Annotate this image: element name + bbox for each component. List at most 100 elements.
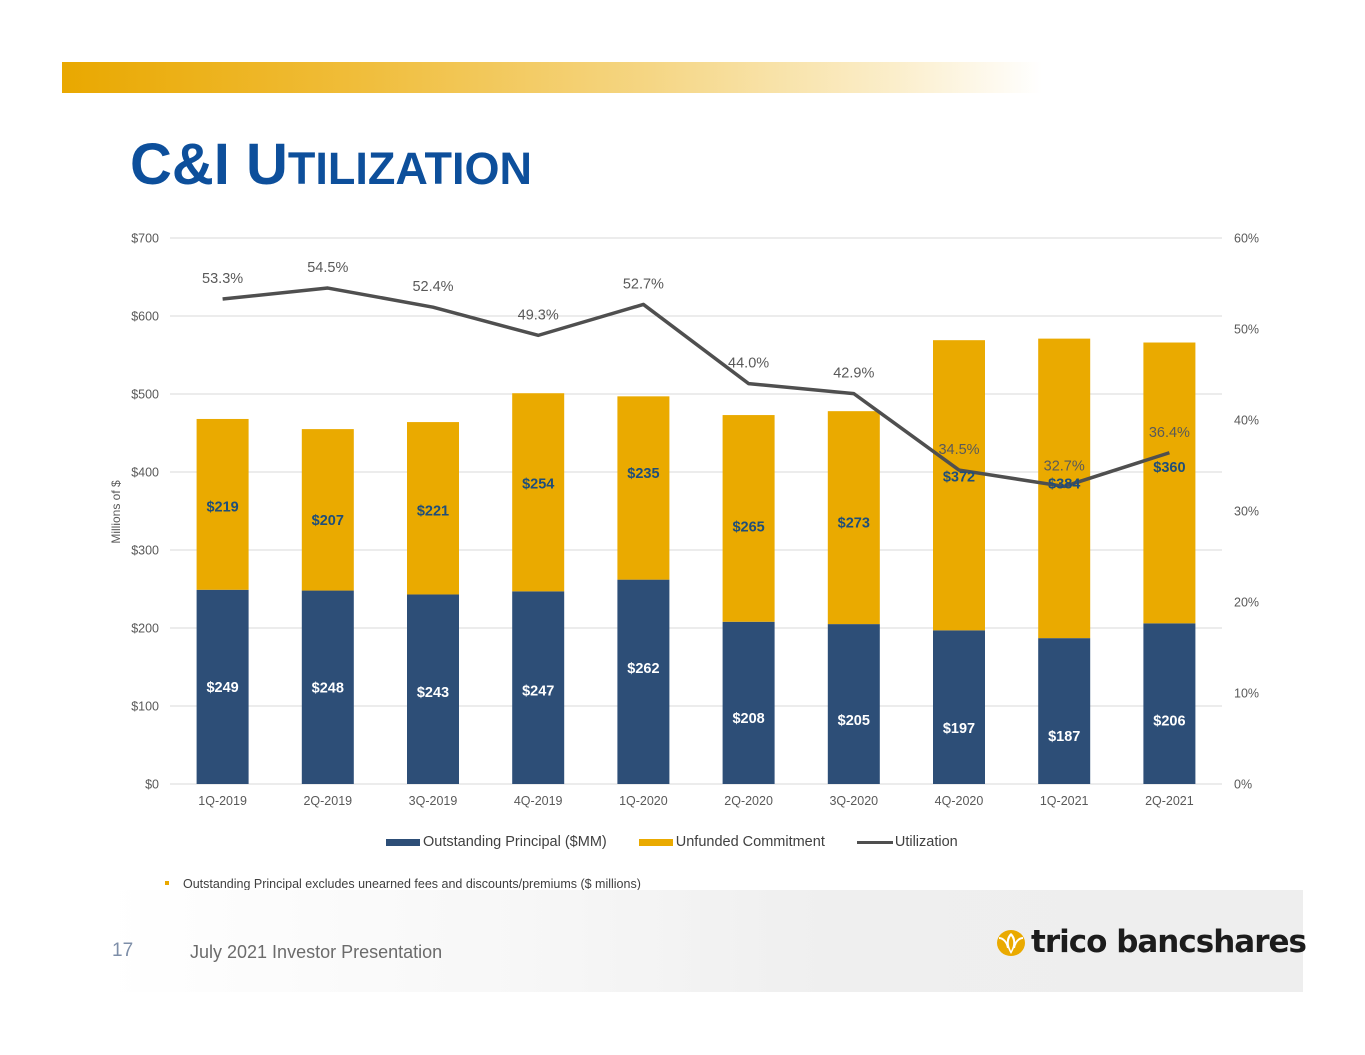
- y2-tick-label: 0%: [1234, 778, 1252, 792]
- footnote: Outstanding Principal excludes unearned …: [165, 877, 641, 891]
- x-tick-label: 3Q-2020: [829, 794, 878, 808]
- y-tick-label: $500: [131, 388, 159, 402]
- bar-principal: [722, 621, 775, 784]
- legend-swatch-principal: [386, 838, 420, 846]
- label-unfunded: $254: [522, 476, 554, 492]
- y2-tick-label: 20%: [1234, 596, 1259, 610]
- bar-principal: [827, 624, 880, 784]
- y-tick-label: $400: [131, 466, 159, 480]
- slide-title: C&I UTILIZATION: [130, 132, 532, 202]
- y2-tick-label: 10%: [1234, 687, 1259, 701]
- slide-title-part: U: [246, 132, 288, 197]
- label-utilization: 32.7%: [1044, 458, 1085, 474]
- bars: [196, 338, 1196, 784]
- y2-tick-label: 60%: [1234, 232, 1259, 246]
- bar-unfunded: [1143, 342, 1196, 624]
- bullet-icon: [165, 880, 169, 885]
- legend-swatch-utilization: [856, 840, 893, 844]
- company-logo: trico bancshares: [995, 922, 1307, 962]
- x-tick-label: 1Q-2019: [198, 794, 247, 808]
- label-utilization: 36.4%: [1149, 425, 1190, 441]
- x-axis: 1Q-2019 2Q-2019 3Q-2019 4Q-2019 1Q-2020 2Q-20…: [198, 794, 1193, 808]
- label-unfunded: $360: [1153, 460, 1185, 476]
- page-number: 17: [112, 940, 134, 961]
- label-principal: $262: [627, 661, 659, 677]
- bar-unfunded: [196, 418, 249, 590]
- bar-principal: [196, 589, 249, 784]
- y2-tick-label: 30%: [1234, 505, 1259, 519]
- chart-legend: Outstanding Principal ($MM) Unfunded Com…: [386, 834, 990, 850]
- legend-item-principal: Outstanding Principal ($MM): [386, 834, 607, 850]
- label-utilization: 52.4%: [412, 279, 453, 295]
- label-principal: $243: [417, 685, 449, 701]
- x-tick-label: 2Q-2019: [303, 794, 352, 808]
- label-utilization: 53.3%: [202, 271, 243, 287]
- label-unfunded: $273: [838, 516, 870, 532]
- x-tick-label: 4Q-2019: [514, 794, 563, 808]
- legend-item-utilization: Utilization: [856, 834, 958, 850]
- legend-label: Unfunded Commitment: [675, 834, 825, 850]
- label-unfunded: $372: [943, 469, 975, 485]
- label-utilization: 49.3%: [518, 307, 559, 323]
- label-unfunded: $207: [312, 513, 344, 529]
- y-tick-label: $100: [131, 700, 159, 714]
- y-tick-label: $200: [131, 622, 159, 636]
- slide-title-part: C&I: [130, 132, 246, 197]
- bar-principal: [512, 591, 565, 784]
- utilization-chart: $0 $100 $200 $300 $400 $500 $600 $700 0% 10% 20% 3…: [109, 232, 1259, 809]
- y2-tick-label: 50%: [1234, 323, 1259, 337]
- label-principal: $248: [312, 680, 344, 696]
- y-tick-label: $700: [131, 232, 159, 246]
- label-utilization: 42.9%: [833, 366, 874, 382]
- bar-principal: [407, 594, 459, 784]
- label-utilization: 34.5%: [938, 442, 979, 458]
- label-principal: $208: [732, 711, 764, 727]
- bar-unfunded: [933, 340, 985, 631]
- x-tick-label: 3Q-2019: [409, 794, 458, 808]
- label-unfunded: $265: [732, 519, 764, 535]
- x-tick-label: 1Q-2021: [1040, 794, 1089, 808]
- label-principal: $187: [1048, 729, 1080, 745]
- label-unfunded: $384: [1048, 476, 1080, 492]
- x-tick-label: 1Q-2020: [619, 794, 668, 808]
- header-accent-bar: [62, 62, 1042, 93]
- trico-logo-icon: [997, 930, 1025, 956]
- bar-unfunded: [301, 429, 354, 591]
- legend-item-unfunded: Unfunded Commitment: [638, 834, 825, 850]
- y-tick-label: $300: [131, 544, 159, 558]
- label-principal: $205: [838, 713, 870, 729]
- legend-label: Outstanding Principal ($MM): [423, 834, 607, 850]
- label-principal: $249: [206, 680, 238, 696]
- bar-unfunded: [1038, 338, 1091, 639]
- y2-tick-label: 40%: [1234, 414, 1259, 428]
- utilization-line-path: [222, 286, 1170, 489]
- y-tick-label: $600: [131, 310, 159, 324]
- y-axis-right: 0% 10% 20% 30% 40% 50% 60%: [1234, 232, 1259, 792]
- label-principal: $206: [1153, 714, 1185, 730]
- bar-unfunded: [617, 396, 670, 580]
- legend-label: Utilization: [894, 834, 958, 850]
- footer-text: July 2021 Investor Presentation: [190, 942, 443, 962]
- label-principal: $247: [522, 684, 554, 700]
- bar-principal: [933, 630, 985, 784]
- bar-unfunded: [512, 393, 565, 592]
- label-utilization: 52.7%: [623, 276, 664, 292]
- label-unfunded: $235: [627, 466, 659, 482]
- slide-title-part: TILIZATION: [287, 143, 533, 194]
- footer-panel: [105, 890, 1303, 992]
- label-utilization: 44.0%: [728, 356, 769, 372]
- y-axis-label: Millions of $: [109, 480, 123, 544]
- x-tick-label: 2Q-2020: [724, 794, 773, 808]
- x-tick-label: 4Q-2020: [935, 794, 984, 808]
- bar-unfunded: [407, 422, 459, 595]
- data-labels: $249 $219 $248 $207 $243 $221 $247 $254 $262 $235…: [202, 260, 1190, 745]
- logo-text: trico bancshares: [1031, 924, 1307, 960]
- label-principal: $197: [943, 721, 975, 737]
- bar-principal: [1038, 638, 1091, 784]
- bar-principal: [617, 579, 670, 784]
- y-axis-left: $0 $100 $200 $300 $400 $500 $600 $700: [131, 232, 159, 792]
- bar-unfunded: [722, 415, 775, 622]
- x-tick-label: 2Q-2021: [1145, 794, 1194, 808]
- label-unfunded: $219: [206, 499, 238, 515]
- label-unfunded: $221: [417, 503, 449, 519]
